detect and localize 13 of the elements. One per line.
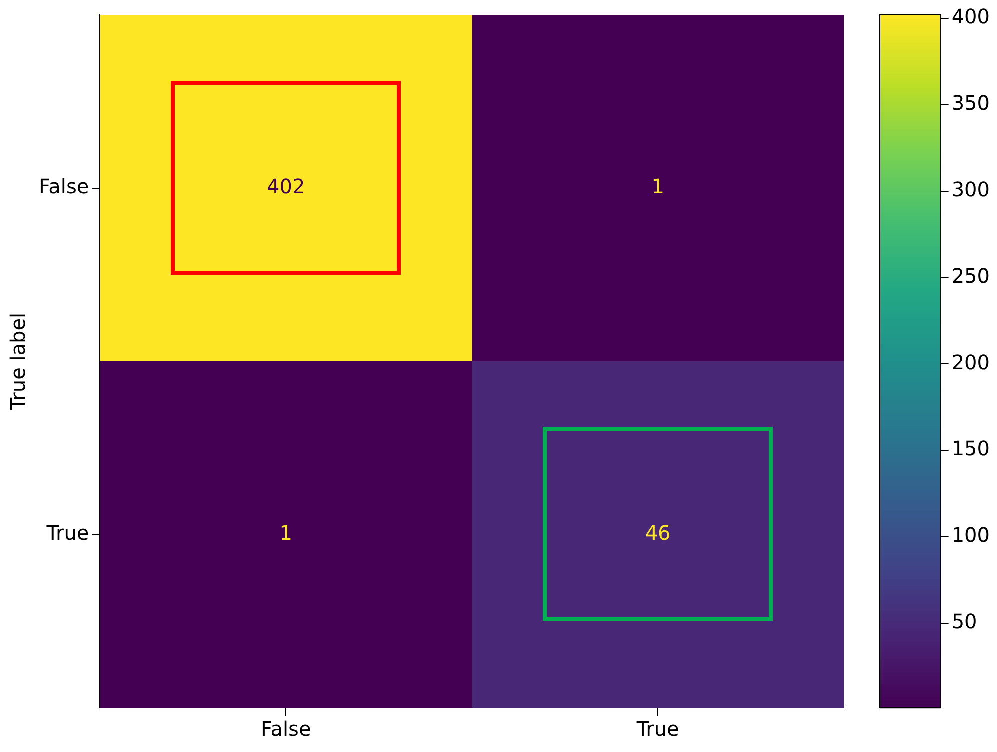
color-bar-label: 150 — [952, 436, 990, 461]
data-label: 1 — [652, 174, 664, 198]
color-bar-label: 350 — [952, 91, 990, 116]
color-bar-label: 200 — [952, 350, 990, 374]
color-bar-label: 250 — [952, 264, 990, 288]
data-label: 46 — [645, 520, 671, 545]
color-bar-label: 300 — [952, 177, 990, 202]
color-bar-label: 400 — [952, 4, 990, 29]
color-bar-label: 50 — [952, 610, 978, 634]
data-label: 402 — [267, 174, 306, 198]
y-axis-title: True label — [6, 312, 30, 412]
color-bar-label: 100 — [952, 523, 990, 548]
data-label: 1 — [280, 520, 293, 545]
